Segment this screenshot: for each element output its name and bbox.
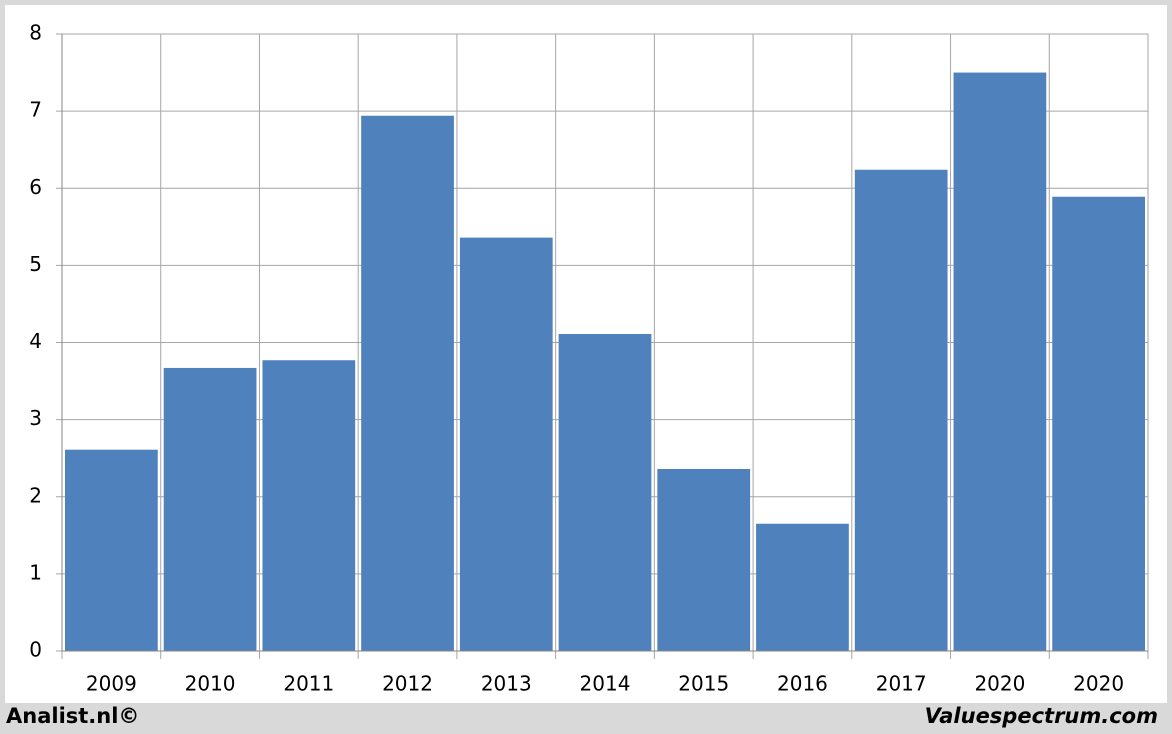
- x-tick-label: 2014: [580, 672, 631, 696]
- footer-right: Valuespectrum.com: [925, 704, 1158, 728]
- y-tick-label: 2: [29, 483, 42, 507]
- x-tick-label: 2020: [1073, 672, 1124, 696]
- bar: [558, 334, 652, 651]
- bar: [854, 169, 948, 652]
- y-tick-label: 8: [29, 21, 42, 45]
- x-tick-label: 2012: [382, 672, 433, 696]
- x-tick-label: 2017: [876, 672, 927, 696]
- x-tick-label: 2015: [678, 672, 729, 696]
- y-tick-label: 0: [29, 638, 42, 662]
- bar: [953, 72, 1047, 651]
- x-tick-label: 2011: [283, 672, 334, 696]
- y-tick-label: 3: [29, 406, 42, 430]
- bar: [1052, 196, 1145, 651]
- bar: [361, 115, 454, 651]
- footer-left: Analist.nl©: [6, 704, 139, 728]
- bar: [657, 468, 751, 651]
- x-tick-label: 2020: [974, 672, 1025, 696]
- y-tick-label: 5: [29, 252, 42, 276]
- x-tick-label: 2010: [185, 672, 236, 696]
- bar: [262, 360, 356, 651]
- bar: [65, 449, 158, 651]
- bar: [163, 367, 257, 651]
- x-tick-label: 2013: [481, 672, 532, 696]
- bar: [756, 523, 849, 651]
- x-tick-label: 2016: [777, 672, 828, 696]
- y-tick-label: 1: [29, 560, 42, 584]
- y-tick-label: 6: [29, 175, 42, 199]
- bar: [459, 237, 553, 652]
- y-tick-label: 7: [29, 98, 42, 122]
- y-tick-label: 4: [29, 329, 42, 353]
- x-tick-label: 2009: [86, 672, 137, 696]
